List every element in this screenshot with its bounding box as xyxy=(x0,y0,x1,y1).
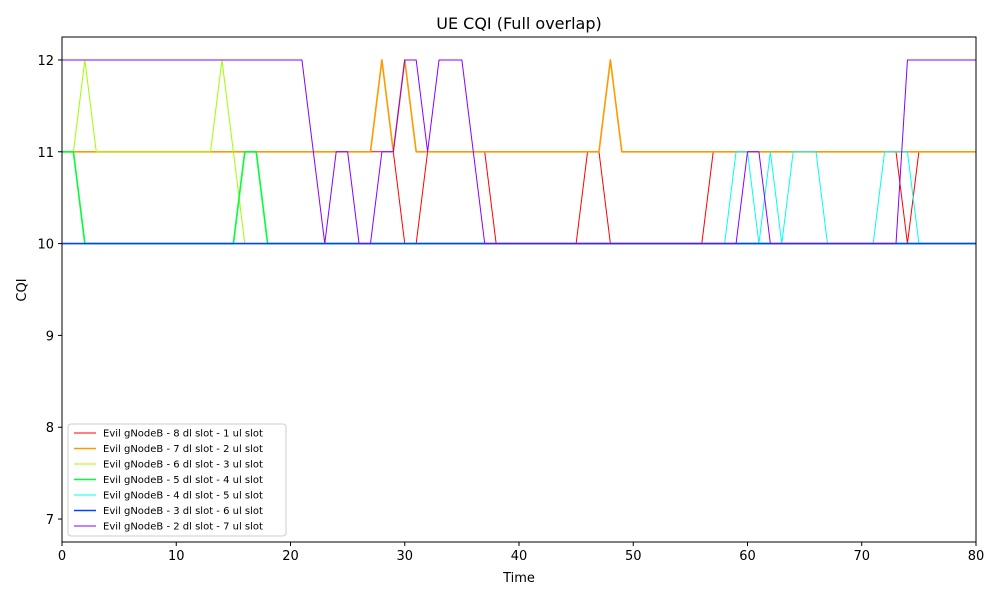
y-tick-label: 8 xyxy=(46,421,54,436)
series-line-7 xyxy=(62,59,976,245)
legend-box xyxy=(67,423,287,537)
x-tick-label: 70 xyxy=(853,549,870,564)
series-layer xyxy=(62,59,976,245)
x-tick-label: 30 xyxy=(396,549,413,564)
y-tick-label: 11 xyxy=(37,146,54,161)
y-axis: 7 8 9 10 11 12 xyxy=(37,54,62,528)
series-line-2 xyxy=(62,59,976,153)
x-tick-label: 20 xyxy=(282,549,299,564)
legend-entry: Evil gNodeB - 4 dl slot - 5 ul slot xyxy=(103,491,263,502)
y-axis-label: CQI xyxy=(15,278,30,301)
legend: Evil gNodeB - 8 dl slot - 1 ul slot Evil … xyxy=(67,423,287,537)
series-line-5 xyxy=(62,151,976,245)
series-line-4 xyxy=(62,150,976,245)
x-tick-label: 10 xyxy=(168,549,185,564)
y-tick-label: 7 xyxy=(46,513,54,528)
x-tick-label: 80 xyxy=(968,549,985,564)
x-tick-label: 0 xyxy=(58,549,66,564)
legend-entry: Evil gNodeB - 5 dl slot - 4 ul slot xyxy=(103,475,263,486)
series-line-3 xyxy=(62,59,976,245)
legend-entry: Evil gNodeB - 6 dl slot - 3 ul slot xyxy=(103,460,263,471)
x-tick-label: 40 xyxy=(511,549,528,564)
y-tick-label: 10 xyxy=(37,238,54,253)
legend-entry: Evil gNodeB - 3 dl slot - 6 ul slot xyxy=(103,506,263,517)
legend-entry: Evil gNodeB - 2 dl slot - 7 ul slot xyxy=(103,522,263,533)
legend-entry: Evil gNodeB - 7 dl slot - 2 ul slot xyxy=(103,444,263,455)
y-tick-label: 9 xyxy=(46,329,54,344)
y-tick-label: 12 xyxy=(37,54,54,69)
x-tick-label: 60 xyxy=(739,549,756,564)
x-tick-label: 50 xyxy=(625,549,642,564)
x-axis: 0 10 20 30 40 50 60 70 80 xyxy=(58,542,984,564)
chart-title: UE CQI (Full overlap) xyxy=(436,14,602,33)
legend-entry: Evil gNodeB - 8 dl slot - 1 ul slot xyxy=(103,429,263,440)
x-axis-label: Time xyxy=(502,571,535,586)
